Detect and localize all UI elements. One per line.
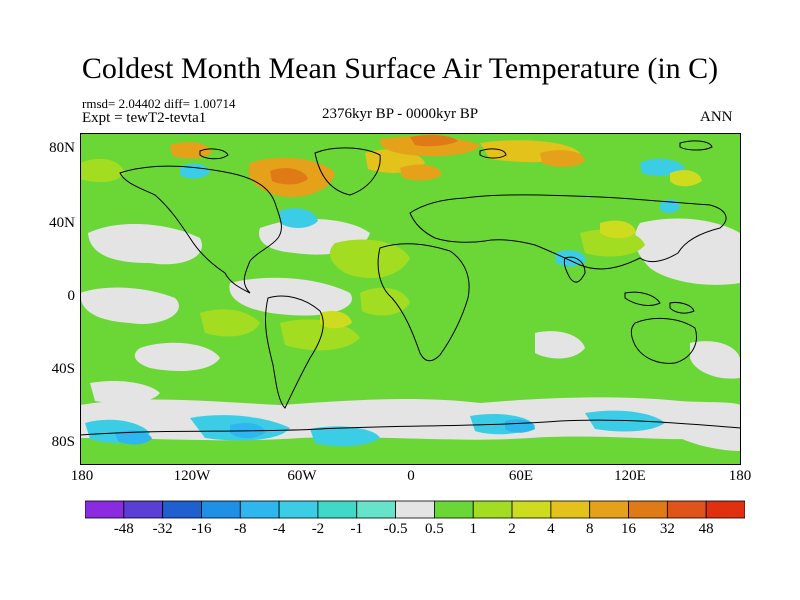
temperature-map xyxy=(80,133,741,465)
lat-label-80s: 80S xyxy=(51,434,75,450)
lon-label-180e: 180 xyxy=(728,468,752,484)
colorbar-label: 2 xyxy=(508,521,516,537)
colorbar-swatch xyxy=(705,500,745,519)
colorbar-label: -1 xyxy=(350,521,364,537)
colorbar-swatch xyxy=(85,500,125,519)
colorbar-swatch xyxy=(239,500,280,519)
stats-line: rmsd= 2.04402 diff= 1.00714 xyxy=(82,96,236,111)
neutral-anomaly-regions xyxy=(80,218,741,451)
colorbar-label: -32 xyxy=(152,521,173,537)
colorbar-label: -8 xyxy=(234,521,247,537)
lon-label-120w: 120W xyxy=(173,468,211,484)
coastlines xyxy=(80,140,741,436)
lon-label-120e: 120E xyxy=(614,468,646,484)
season-label: ANN xyxy=(700,109,733,125)
colorbar-label: -4 xyxy=(272,521,286,537)
lon-label-60e: 60E xyxy=(508,468,534,484)
lon-label-180w: 180 xyxy=(70,468,94,484)
colorbar-label: 16 xyxy=(621,521,637,537)
colorbar-swatch xyxy=(472,500,513,519)
colorbar-swatch xyxy=(123,500,164,519)
colorbar-label: 1 xyxy=(469,521,477,537)
colorbar xyxy=(85,500,745,519)
colorbar-swatch xyxy=(278,500,319,519)
colorbar-label: 4 xyxy=(547,521,555,537)
colorbar-label: 8 xyxy=(585,521,594,537)
colorbar-swatch xyxy=(395,500,435,519)
period-label: 2376kyr BP - 0000kyr BP xyxy=(321,106,479,122)
colorbar-swatch xyxy=(162,500,202,519)
colorbar-swatch xyxy=(589,500,629,519)
colorbar-swatch xyxy=(628,500,668,519)
colorbar-label: -0.5 xyxy=(383,521,408,537)
lon-label-0: 0 xyxy=(407,468,415,484)
colorbar-label: -16 xyxy=(191,521,212,537)
colorbar-label: -48 xyxy=(113,521,134,537)
lat-label-40s: 40S xyxy=(51,361,75,377)
map-title: Coldest Month Mean Surface Air Temperatu… xyxy=(81,52,719,85)
colorbar-swatch xyxy=(317,500,358,519)
colorbar-swatch xyxy=(356,500,396,519)
lat-label-80n: 80N xyxy=(49,140,75,156)
map-frame xyxy=(80,133,741,465)
colorbar-swatch xyxy=(511,500,552,519)
colorbar-label: 0.5 xyxy=(425,521,444,537)
colorbar-swatch xyxy=(434,500,474,519)
colorbar-label: 48 xyxy=(698,521,714,537)
colorbar-swatch xyxy=(550,500,591,519)
colorbar-label: -2 xyxy=(311,521,325,537)
colorbar-swatch xyxy=(666,500,707,519)
colorbar-label: 32 xyxy=(659,521,675,537)
experiment-label: Expt = tewT2-tevta1 xyxy=(82,110,207,126)
colorbar-swatch xyxy=(201,500,241,519)
lat-label-0: 0 xyxy=(67,288,76,304)
lon-label-60w: 60W xyxy=(287,468,317,484)
colorbar-labels: -48 -32 -16 -8 -4 -2 -1 -0.5 0.5 1 2 4 8 16 32 48 xyxy=(0,521,800,541)
lat-label-40n: 40N xyxy=(49,215,75,231)
